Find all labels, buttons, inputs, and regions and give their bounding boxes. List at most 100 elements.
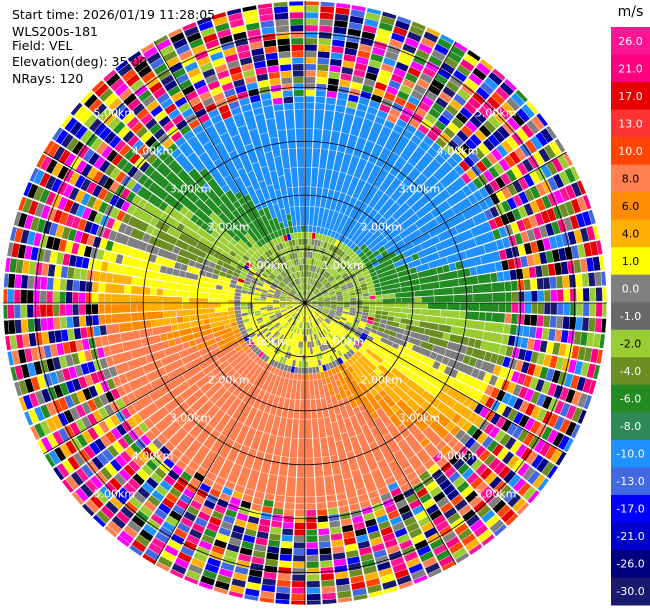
velocity-gate bbox=[340, 370, 347, 378]
velocity-gate bbox=[368, 345, 387, 360]
velocity-gate bbox=[314, 290, 320, 295]
velocity-gate bbox=[234, 243, 247, 255]
velocity-gate bbox=[335, 172, 347, 192]
velocity-gate bbox=[338, 331, 345, 338]
velocity-gate bbox=[423, 328, 444, 339]
velocity-gate bbox=[249, 285, 256, 290]
velocity-gate bbox=[363, 299, 370, 303]
velocity-gate bbox=[7, 304, 15, 319]
velocity-gate bbox=[253, 303, 260, 306]
velocity-gate bbox=[293, 320, 298, 327]
velocity-gate bbox=[240, 296, 248, 300]
velocity-gate bbox=[452, 547, 467, 560]
velocity-gate bbox=[269, 287, 276, 292]
velocity-gate bbox=[337, 298, 344, 302]
velocity-gate bbox=[127, 51, 142, 63]
velocity-gate bbox=[408, 364, 428, 380]
velocity-gate bbox=[154, 145, 166, 157]
velocity-gate bbox=[276, 251, 282, 259]
velocity-gate bbox=[278, 334, 284, 341]
velocity-gate bbox=[276, 586, 291, 594]
velocity-gate bbox=[190, 73, 204, 84]
velocity-gate bbox=[289, 5, 304, 13]
velocity-gate bbox=[378, 567, 393, 578]
velocity-gate bbox=[315, 326, 320, 333]
velocity-gate bbox=[62, 479, 74, 493]
velocity-gate bbox=[40, 155, 52, 171]
velocity-gate bbox=[134, 157, 146, 169]
velocity-gate bbox=[27, 183, 39, 199]
velocity-gate bbox=[356, 56, 369, 66]
velocity-gate bbox=[200, 450, 218, 471]
velocity-gate bbox=[207, 80, 221, 91]
velocity-gate bbox=[90, 372, 100, 385]
velocity-gate bbox=[332, 328, 339, 335]
velocity-gate bbox=[504, 313, 512, 324]
velocity-gate bbox=[411, 533, 426, 545]
velocity-gate bbox=[272, 338, 279, 345]
velocity-gate bbox=[318, 528, 330, 536]
velocity-gate bbox=[170, 317, 178, 325]
velocity-gate bbox=[378, 246, 386, 254]
velocity-gate bbox=[419, 175, 439, 194]
velocity-gate bbox=[316, 83, 327, 91]
velocity-gate bbox=[320, 437, 330, 457]
velocity-gate bbox=[291, 252, 296, 260]
velocity-gate bbox=[291, 312, 297, 318]
velocity-gate bbox=[305, 70, 316, 77]
velocity-gate bbox=[244, 16, 259, 25]
velocity-gate bbox=[374, 367, 382, 376]
velocity-gate bbox=[337, 597, 353, 603]
velocity-gate bbox=[253, 326, 261, 332]
velocity-gate bbox=[308, 308, 313, 314]
velocity-gate bbox=[295, 503, 305, 510]
velocity-gate bbox=[385, 475, 396, 486]
velocity-gate bbox=[359, 243, 367, 251]
velocity-gate bbox=[305, 51, 317, 58]
velocity-gate bbox=[306, 548, 319, 555]
velocity-gate bbox=[244, 233, 256, 246]
velocity-gate bbox=[313, 206, 320, 227]
velocity-gate bbox=[9, 226, 17, 242]
velocity-gate bbox=[177, 551, 192, 563]
velocity-gate bbox=[440, 310, 460, 319]
velocity-gate bbox=[81, 207, 92, 220]
velocity-gate bbox=[363, 565, 377, 575]
velocity-gate bbox=[248, 88, 260, 97]
velocity-gate bbox=[310, 354, 315, 361]
velocity-gate bbox=[322, 336, 328, 343]
velocity-gate bbox=[53, 304, 60, 317]
velocity-gate bbox=[460, 172, 472, 185]
velocity-gate bbox=[341, 262, 348, 269]
velocity-gate bbox=[98, 314, 106, 325]
velocity-gate bbox=[284, 248, 289, 255]
velocity-gate bbox=[436, 391, 457, 409]
velocity-gate bbox=[553, 416, 565, 431]
radial-line bbox=[304, 151, 567, 304]
velocity-gate bbox=[208, 298, 215, 303]
velocity-gate bbox=[373, 193, 390, 213]
velocity-gate bbox=[355, 270, 363, 277]
velocity-gate bbox=[277, 316, 284, 321]
velocity-gate bbox=[291, 580, 305, 588]
velocity-gate bbox=[352, 265, 359, 271]
velocity-gate bbox=[356, 534, 369, 543]
velocity-gate bbox=[524, 303, 532, 314]
range-ring-label: 5.00km bbox=[475, 488, 517, 501]
velocity-gate bbox=[501, 260, 509, 271]
velocity-gate bbox=[562, 152, 573, 167]
velocity-gate bbox=[262, 327, 269, 334]
velocity-gate bbox=[341, 432, 353, 453]
velocity-gate bbox=[272, 514, 283, 522]
velocity-gate bbox=[297, 258, 301, 265]
velocity-gate bbox=[313, 312, 319, 318]
velocity-gate bbox=[282, 279, 288, 285]
velocity-gate bbox=[538, 225, 548, 238]
velocity-gate bbox=[391, 202, 410, 221]
velocity-gate bbox=[363, 78, 376, 88]
velocity-gate bbox=[47, 142, 60, 158]
velocity-gate bbox=[382, 152, 400, 173]
velocity-gate bbox=[155, 561, 170, 572]
velocity-gate bbox=[546, 208, 557, 222]
velocity-gate bbox=[172, 38, 188, 50]
